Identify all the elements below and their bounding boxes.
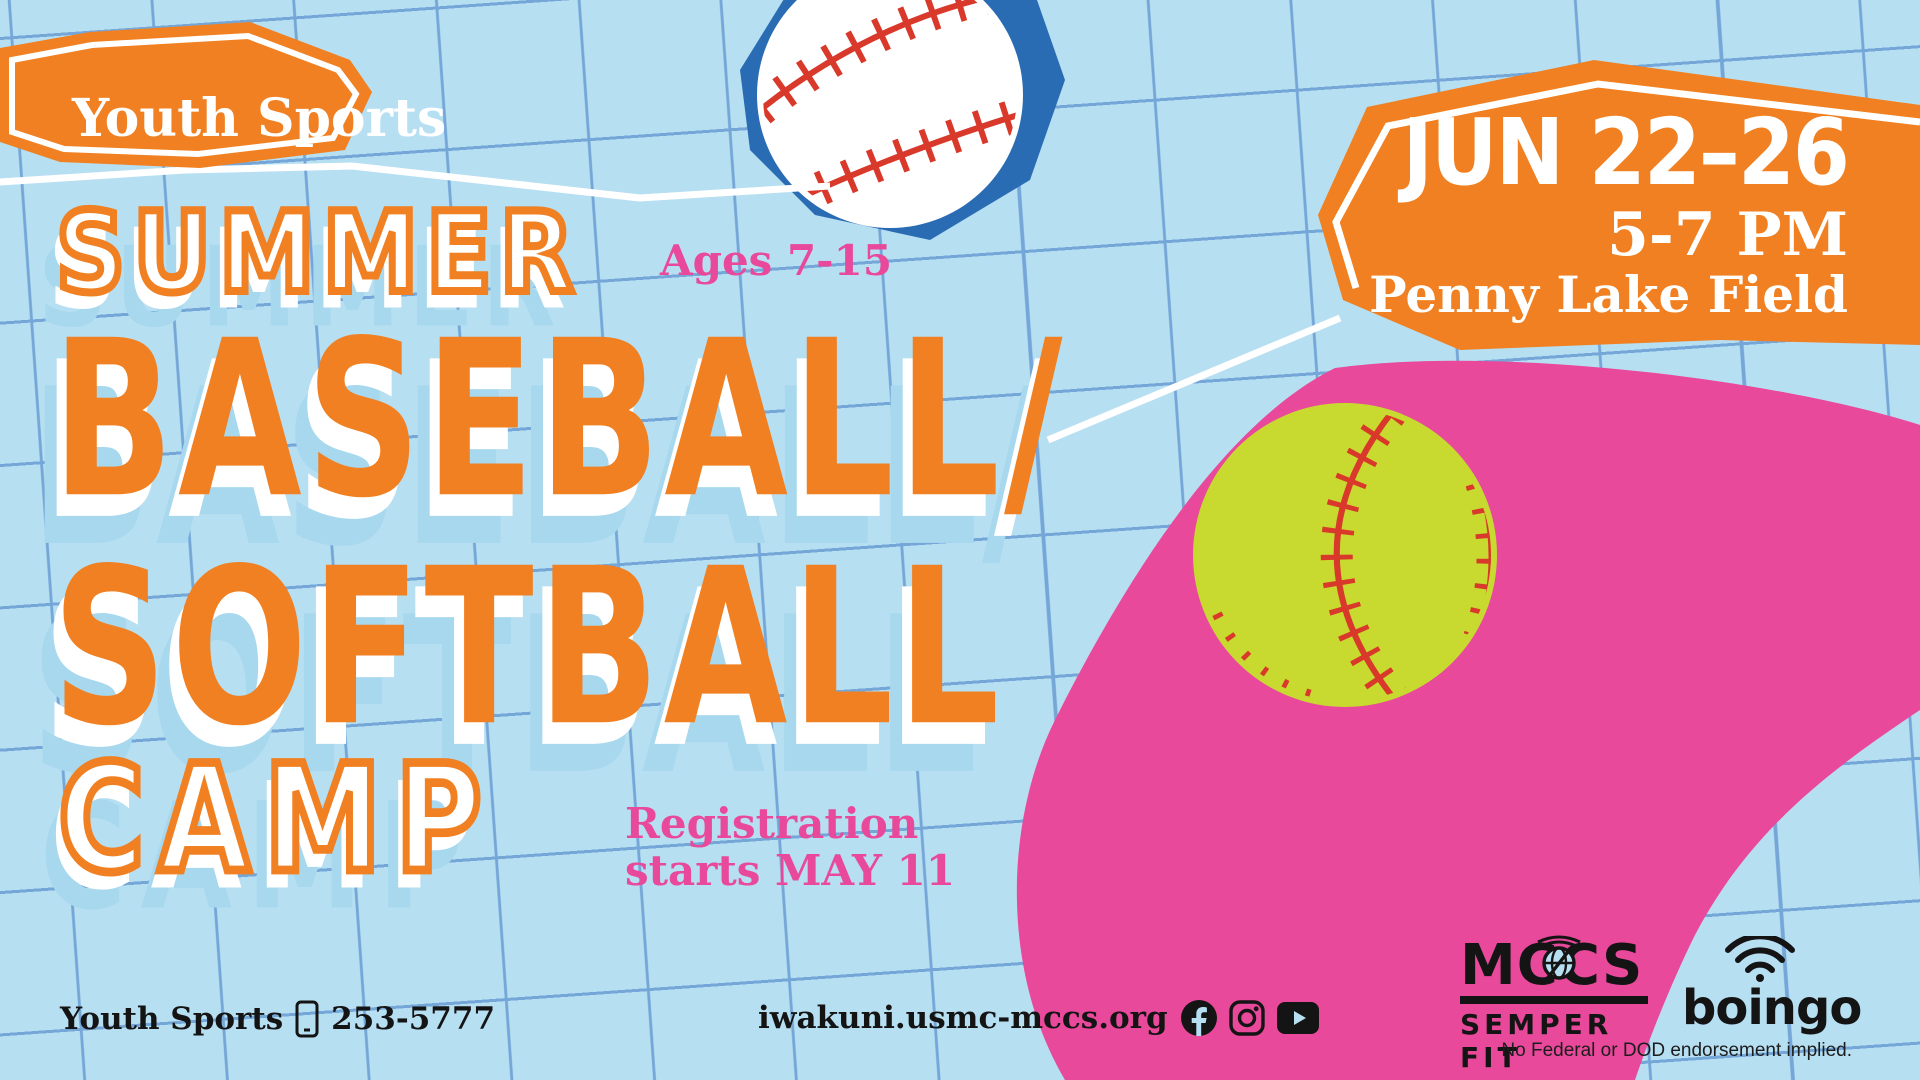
badge-inner-line: [9, 32, 360, 158]
registration-line2: starts MAY 11: [625, 846, 956, 896]
headline-softball: SOFTBALL: [52, 521, 1004, 774]
instagram-icon: [1229, 1000, 1265, 1036]
footer-website: iwakuni.usmc-mccs.org: [758, 1000, 1168, 1036]
footer-contact: Youth Sports 253-5777: [60, 1000, 495, 1038]
accent-line: [1046, 314, 1342, 444]
badge-shape: [0, 22, 372, 168]
event-location: Penny Lake Field: [1369, 265, 1848, 324]
phone-icon: [295, 1000, 319, 1038]
footer-org: Youth Sports: [60, 1001, 284, 1037]
wifi-icon: [1725, 936, 1795, 982]
event-badge: [1046, 60, 1920, 444]
social-icons: [1180, 1000, 1319, 1036]
endorsement-disclaimer: No Federal or DOD endorsement implied.: [1501, 1040, 1852, 1061]
registration-note: Registration starts MAY 11: [625, 800, 955, 894]
mccs-ega-emblem: [1537, 935, 1581, 982]
headline-baseball: BASEBALL/: [52, 293, 1067, 546]
ages-label: Ages 7-15: [660, 236, 893, 285]
boingo-logo: boingo: [1682, 936, 1862, 1032]
mccs-semper-fit-label: SEMPER FIT: [1460, 1008, 1613, 1074]
badge-left-label: Youth Sports: [72, 88, 447, 149]
badge-shape: [1318, 60, 1920, 350]
facebook-icon: [1180, 1000, 1217, 1036]
softball-illustration: [1016, 360, 1920, 1080]
boingo-wordmark: boingo: [1682, 980, 1862, 1036]
accent-line: [0, 162, 831, 202]
headline-summer: SUMMER: [53, 188, 582, 318]
youth-sports-badge: [0, 22, 831, 202]
footer-web: iwakuni.usmc-mccs.org: [758, 1000, 1319, 1036]
event-dates: JUN 22–26: [1402, 100, 1850, 207]
mccs-logo-bar: [1460, 996, 1648, 1004]
footer-phone: 253-5777: [331, 1001, 496, 1037]
badge-inner-line: [1332, 80, 1920, 290]
registration-line1: Registration: [625, 799, 919, 848]
baseball-ball: [757, 0, 1023, 228]
headline-camp: CAMP: [55, 732, 496, 905]
mccs-semper-fit-logo: MCCS SEMPER FIT: [1460, 935, 1652, 1074]
mccs-wordmark: MCCS: [1460, 935, 1652, 994]
youtube-icon: [1276, 1002, 1319, 1034]
event-time: 5-7 PM: [1607, 200, 1848, 270]
